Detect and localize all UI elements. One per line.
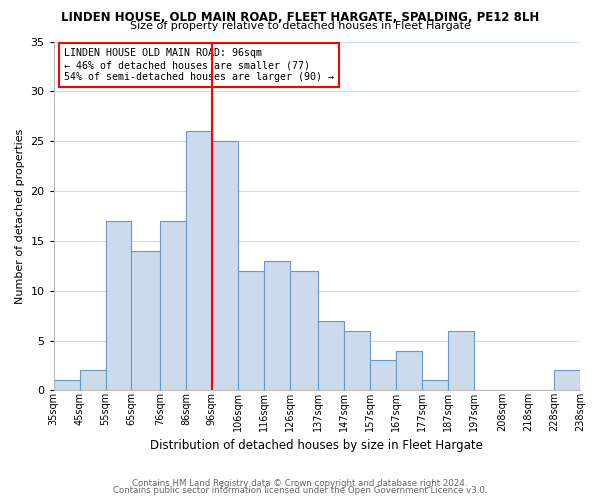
Bar bbox=[264, 261, 290, 390]
Bar bbox=[54, 380, 80, 390]
Text: LINDEN HOUSE OLD MAIN ROAD: 96sqm
← 46% of detached houses are smaller (77)
54% : LINDEN HOUSE OLD MAIN ROAD: 96sqm ← 46% … bbox=[64, 48, 334, 82]
Text: Contains HM Land Registry data © Crown copyright and database right 2024.: Contains HM Land Registry data © Crown c… bbox=[132, 478, 468, 488]
Bar bbox=[396, 350, 422, 391]
Text: Size of property relative to detached houses in Fleet Hargate: Size of property relative to detached ho… bbox=[130, 21, 470, 31]
Text: LINDEN HOUSE, OLD MAIN ROAD, FLEET HARGATE, SPALDING, PE12 8LH: LINDEN HOUSE, OLD MAIN ROAD, FLEET HARGA… bbox=[61, 11, 539, 24]
Bar bbox=[370, 360, 396, 390]
Y-axis label: Number of detached properties: Number of detached properties bbox=[15, 128, 25, 304]
Bar bbox=[448, 330, 474, 390]
Bar bbox=[106, 221, 131, 390]
Bar bbox=[318, 320, 344, 390]
Bar bbox=[344, 330, 370, 390]
Bar bbox=[290, 271, 318, 390]
Bar bbox=[131, 251, 160, 390]
Bar bbox=[186, 131, 212, 390]
Bar bbox=[554, 370, 580, 390]
X-axis label: Distribution of detached houses by size in Fleet Hargate: Distribution of detached houses by size … bbox=[151, 440, 483, 452]
Bar bbox=[238, 271, 264, 390]
Bar bbox=[422, 380, 448, 390]
Bar bbox=[160, 221, 186, 390]
Bar bbox=[212, 141, 238, 390]
Bar bbox=[80, 370, 106, 390]
Text: Contains public sector information licensed under the Open Government Licence v3: Contains public sector information licen… bbox=[113, 486, 487, 495]
